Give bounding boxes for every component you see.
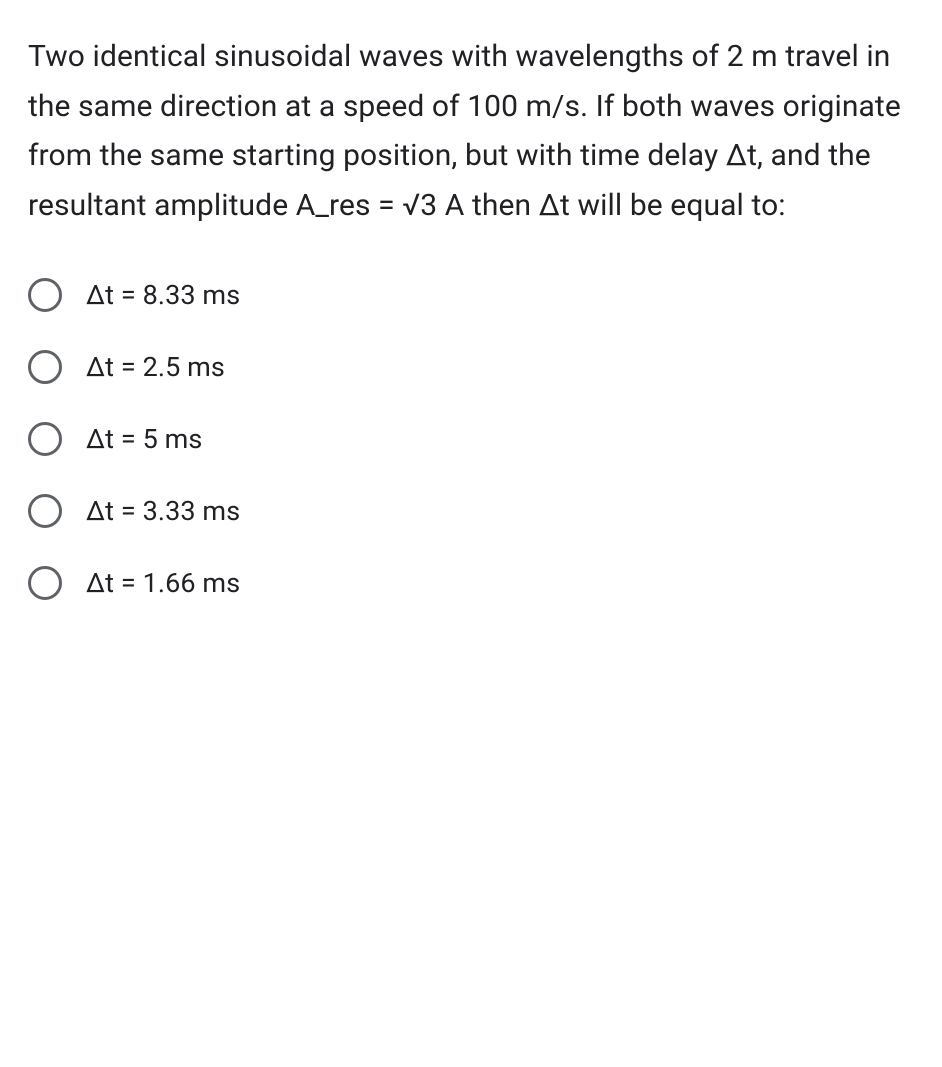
option-label: Δt = 3.33 ms bbox=[86, 495, 240, 527]
option-row[interactable]: Δt = 1.66 ms bbox=[28, 566, 914, 600]
option-row[interactable]: Δt = 8.33 ms bbox=[28, 278, 914, 312]
question-text: Two identical sinusoidal waves with wave… bbox=[28, 32, 914, 230]
radio-icon[interactable] bbox=[28, 350, 62, 384]
option-row[interactable]: Δt = 2.5 ms bbox=[28, 350, 914, 384]
options-container: Δt = 8.33 ms Δt = 2.5 ms Δt = 5 ms Δt = … bbox=[28, 278, 914, 600]
radio-icon[interactable] bbox=[28, 422, 62, 456]
option-label: Δt = 5 ms bbox=[86, 423, 202, 455]
radio-icon[interactable] bbox=[28, 566, 62, 600]
option-label: Δt = 8.33 ms bbox=[86, 279, 240, 311]
option-row[interactable]: Δt = 5 ms bbox=[28, 422, 914, 456]
radio-icon[interactable] bbox=[28, 278, 62, 312]
option-row[interactable]: Δt = 3.33 ms bbox=[28, 494, 914, 528]
option-label: Δt = 2.5 ms bbox=[86, 351, 225, 383]
option-label: Δt = 1.66 ms bbox=[86, 567, 240, 599]
radio-icon[interactable] bbox=[28, 494, 62, 528]
